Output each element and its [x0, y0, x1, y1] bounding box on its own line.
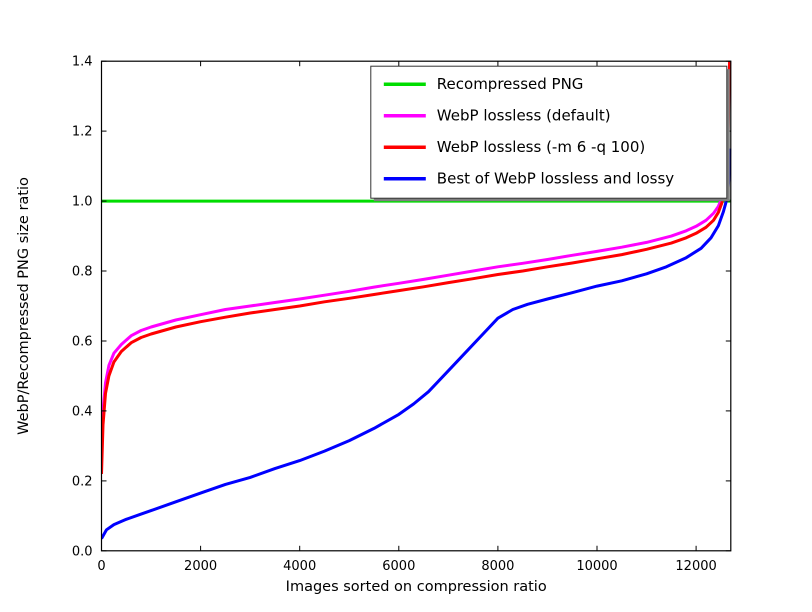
- legend-entries: Recompressed PNG WebP lossless (default) W…: [383, 75, 674, 188]
- series-line-webp-lossless-default: [101, 61, 732, 457]
- legend-box: [370, 65, 728, 199]
- svg-text:0.6: 0.6: [72, 335, 93, 350]
- svg-text:0.0: 0.0: [72, 544, 93, 559]
- svg-text:1.0: 1.0: [72, 195, 93, 210]
- legend-label: Best of WebP lossless and lossy: [437, 170, 674, 188]
- svg-text:1.4: 1.4: [72, 55, 93, 70]
- series-line-best-of-webp-lossless-and-lossy: [101, 148, 732, 540]
- svg-text:10000: 10000: [576, 559, 617, 574]
- svg-text:2000: 2000: [184, 559, 217, 574]
- y-axis-label: WebP/Recompressed PNG size ratio: [16, 177, 32, 435]
- x-axis-label: Images sorted on compression ratio: [286, 579, 547, 595]
- legend-label: WebP lossless (default): [437, 107, 611, 125]
- svg-text:6000: 6000: [382, 559, 415, 574]
- svg-text:1.2: 1.2: [72, 125, 93, 140]
- axes-box: [100, 60, 732, 552]
- x-tick-labels: 0 2000 4000 6000 8000 10000 12000: [97, 559, 716, 574]
- svg-text:0: 0: [97, 559, 105, 574]
- y-tick-labels: 0.0 0.2 0.4 0.6 0.8 1.0 1.2 1.4: [72, 55, 93, 560]
- legend-label: Recompressed PNG: [437, 75, 584, 93]
- svg-text:12000: 12000: [675, 559, 716, 574]
- svg-text:8000: 8000: [481, 559, 514, 574]
- svg-text:0.4: 0.4: [72, 404, 93, 419]
- svg-text:0.8: 0.8: [72, 265, 93, 280]
- svg-text:4000: 4000: [283, 559, 316, 574]
- svg-text:0.2: 0.2: [72, 474, 93, 489]
- series-line-webp-lossless-m-6-q-100: [101, 61, 732, 474]
- legend-label: WebP lossless (-m 6 -q 100): [437, 138, 645, 156]
